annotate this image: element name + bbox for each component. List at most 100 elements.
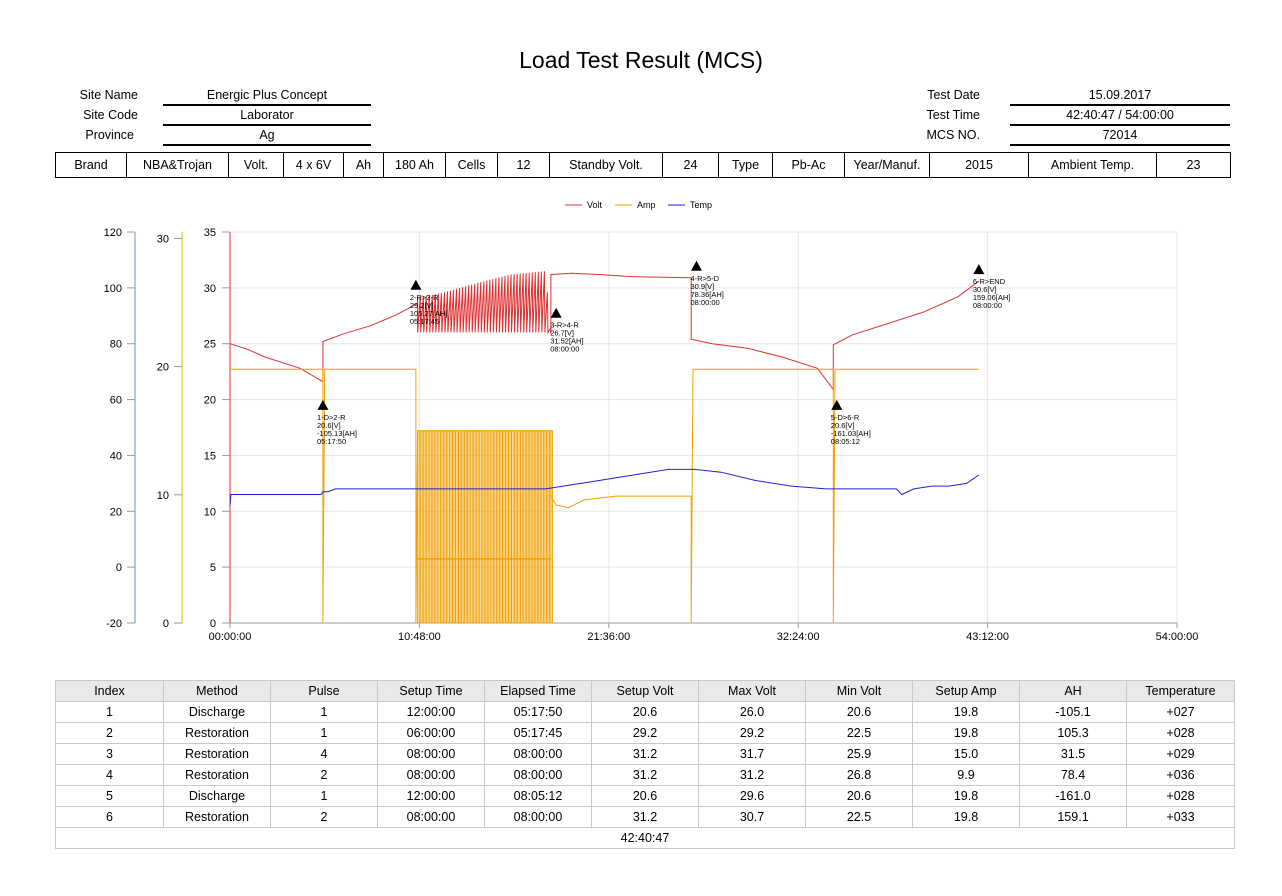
site-name-value: Energic Plus Concept (163, 88, 371, 106)
chart-legend: Volt Amp Temp (565, 200, 712, 210)
annotation-label: 1-D>2-R (317, 413, 346, 422)
table-cell: +033 (1126, 806, 1235, 828)
table-cell: 06:00:00 (377, 722, 485, 744)
x-tick-label: 32:24:00 (777, 631, 820, 643)
mcs-no-value: 72014 (1010, 128, 1230, 146)
spec-ambient-temp-value: 23 (1156, 152, 1231, 178)
table-cell: 08:00:00 (377, 764, 485, 786)
table-cell: 12:00:00 (377, 701, 485, 723)
annotation-label: 2-R>3-R (410, 293, 439, 302)
test-time-value: 42:40:47 / 54:00:00 (1010, 108, 1230, 126)
chart-axes: 00:00:00 10:48:00 21:36:00 32:24:00 43:12:00… (104, 227, 1199, 643)
legend-label: Temp (690, 200, 712, 210)
annotation-detail: 05:17:50 (317, 437, 346, 446)
table-cell: +029 (1126, 743, 1235, 765)
table-cell: +036 (1126, 764, 1235, 786)
amp-tick-label: 0 (163, 618, 169, 630)
temp-tick-label: 120 (104, 227, 122, 239)
table-cell: 19.8 (912, 701, 1020, 723)
table-cell: 08:00:00 (377, 743, 485, 765)
results-header-cell: Elapsed Time (484, 680, 592, 702)
annotation-label: 5-D>6-R (831, 413, 860, 422)
temp-tick-label: -20 (106, 618, 122, 630)
results-table: Index Method Pulse Setup Time Elapsed Time Se… (55, 680, 1235, 849)
results-header-cell: Setup Amp (912, 680, 1020, 702)
test-date-value: 15.09.2017 (1010, 88, 1230, 106)
table-cell: 2 (270, 806, 378, 828)
table-cell: 3 (55, 743, 164, 765)
results-header-row: Index Method Pulse Setup Time Elapsed Time Se… (55, 680, 1235, 702)
table-cell: 6 (55, 806, 164, 828)
amp-pulse-band (417, 430, 553, 624)
annotation-detail: 20.6[V] (317, 421, 341, 430)
table-cell: +028 (1126, 785, 1235, 807)
table-cell: 31.2 (591, 764, 699, 786)
spec-standby-volt-label: Standby Volt. (549, 152, 663, 178)
annotation-marker (690, 260, 702, 271)
annotation-detail: -105.13[AH] (317, 429, 357, 438)
table-cell: 29.6 (698, 785, 806, 807)
table-cell: Restoration (163, 722, 271, 744)
table-cell: Discharge (163, 701, 271, 723)
total-row: 42:40:47 (55, 827, 1235, 849)
x-tick-label: 10:48:00 (398, 631, 441, 643)
x-tick-label: 54:00:00 (1156, 631, 1199, 643)
table-cell: 1 (270, 701, 378, 723)
spec-brand-value: NBA&Trojan (126, 152, 229, 178)
x-tick-label: 21:36:00 (587, 631, 630, 643)
table-cell: 5 (55, 785, 164, 807)
x-tick-label: 43:12:00 (966, 631, 1009, 643)
annotation-detail: 31.52[AH] (550, 337, 583, 346)
spec-year-label: Year/Manuf. (844, 152, 930, 178)
annotation-detail: 78.36[AH] (690, 290, 723, 299)
table-cell: 08:00:00 (377, 806, 485, 828)
annotation-detail: 30.9[V] (690, 282, 714, 291)
page-title: Load Test Result (MCS) (519, 47, 763, 73)
results-header-cell: Pulse (270, 680, 378, 702)
spec-ah-label: Ah (343, 152, 384, 178)
table-cell: 2 (55, 722, 164, 744)
table-cell: 159.1 (1019, 806, 1127, 828)
table-cell: 1 (55, 701, 164, 723)
annotation-detail: 08:05:12 (831, 437, 860, 446)
chart-series (229, 271, 980, 624)
table-cell: 1 (270, 785, 378, 807)
table-cell: -105.1 (1019, 701, 1127, 723)
total-elapsed-time: 42:40:47 (55, 827, 1235, 849)
spec-volt-value: 4 x 6V (283, 152, 344, 178)
table-cell: 1 (270, 722, 378, 744)
results-body: 1 Discharge 1 12:00:00 05:17:50 20.6 26.0 20.6 1… (55, 701, 1235, 849)
table-cell: 20.6 (805, 701, 913, 723)
table-cell: 29.2 (591, 722, 699, 744)
volt-tick-label: 25 (204, 339, 216, 351)
annotation-marker (973, 264, 985, 275)
temp-tick-label: 60 (110, 395, 122, 407)
spec-cells-value: 12 (497, 152, 550, 178)
spec-type-label: Type (718, 152, 773, 178)
site-name-label: Site Name (79, 88, 138, 102)
temp-tick-label: 80 (110, 339, 122, 351)
table-cell: 20.6 (805, 785, 913, 807)
table-cell: 26.8 (805, 764, 913, 786)
spec-year-value: 2015 (929, 152, 1029, 178)
mcs-no-label: MCS NO. (926, 128, 980, 142)
table-cell: +028 (1126, 722, 1235, 744)
results-header-cell: AH (1019, 680, 1127, 702)
table-cell: 9.9 (912, 764, 1020, 786)
table-row: 4 Restoration 2 08:00:00 08:00:00 31.2 31.2 26.… (55, 764, 1235, 786)
spec-ambient-temp-label: Ambient Temp. (1028, 152, 1157, 178)
results-header-cell: Setup Time (377, 680, 485, 702)
volt-tick-label: 0 (210, 618, 216, 630)
x-tick-label: 00:00:00 (209, 631, 252, 643)
table-cell: Restoration (163, 764, 271, 786)
spec-ah-value: 180 Ah (383, 152, 446, 178)
amp-tick-label: 30 (157, 233, 169, 245)
annotation-detail: 26.7[V] (550, 329, 574, 338)
table-cell: 19.8 (912, 722, 1020, 744)
annotation-detail: 05:17:45 (410, 317, 439, 326)
table-cell: 19.8 (912, 785, 1020, 807)
results-header-cell: Method (163, 680, 271, 702)
table-row: 1 Discharge 1 12:00:00 05:17:50 20.6 26.0 20.6 1… (55, 701, 1235, 723)
table-cell: 31.5 (1019, 743, 1127, 765)
table-cell: 31.7 (698, 743, 806, 765)
